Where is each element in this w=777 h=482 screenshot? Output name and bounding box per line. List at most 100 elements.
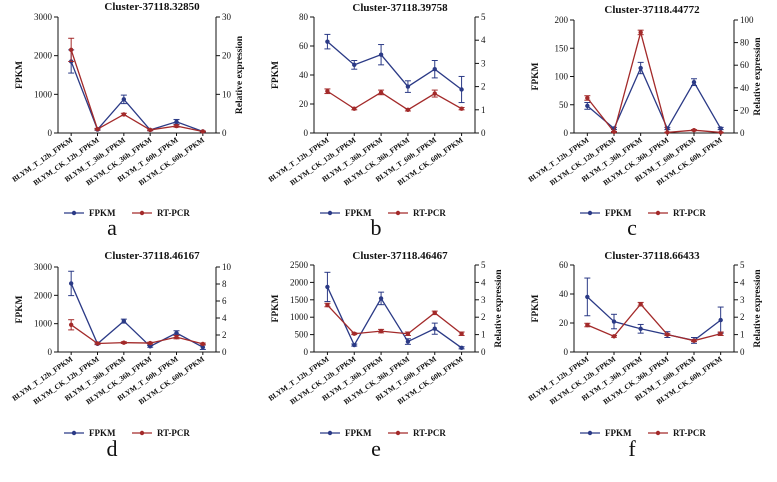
y2-tick-label: 4	[481, 35, 486, 45]
y-tick-label: 0	[304, 128, 309, 138]
y-tick-label: 60	[299, 41, 309, 51]
data-point	[147, 127, 153, 133]
legend-marker	[587, 430, 593, 436]
panel-letter: a	[107, 215, 117, 240]
legend-label: FPKM	[345, 428, 372, 438]
y-tick-label: 1000	[34, 319, 53, 329]
chart-panel-d: Cluster-37118.46167 0 1000 2000 3000 0 2 4 6 8 10 F…	[10, 250, 231, 461]
y2-tick-label: 2	[481, 82, 486, 92]
data-point	[638, 326, 643, 331]
y2-tick-label: 0	[222, 347, 227, 357]
series-line	[70, 61, 204, 133]
legend-label: RT-PCR	[673, 208, 706, 218]
data-point	[691, 79, 697, 85]
y-tick-label: 60	[559, 260, 569, 270]
data-point	[352, 106, 357, 111]
y-axis-label: FPKM	[15, 61, 25, 89]
series-line	[586, 296, 722, 342]
data-point	[174, 123, 179, 129]
chart-title: Cluster-37118.46167	[104, 250, 200, 262]
data-point	[665, 130, 670, 135]
y2-tick-label: 80	[740, 38, 750, 48]
data-point	[691, 127, 697, 133]
data-point	[147, 340, 153, 346]
series-rt-pcr	[68, 319, 206, 347]
legend-label: RT-PCR	[673, 428, 706, 438]
series-fpkm	[324, 33, 465, 104]
panel-letter: c	[627, 215, 637, 240]
data-point	[325, 284, 330, 290]
y2-tick-label: 100	[740, 15, 754, 25]
legend: FPKM RT-PCR	[320, 428, 446, 438]
data-point	[68, 322, 74, 327]
legend: FPKM RT-PCR	[580, 208, 706, 218]
data-point	[378, 52, 384, 57]
legend-label: FPKM	[89, 208, 116, 218]
y-tick-label: 3000	[34, 262, 53, 272]
y-tick-label: 0	[48, 347, 53, 357]
y-tick-label: 200	[555, 15, 569, 25]
y2-tick-label: 4	[222, 313, 227, 323]
data-point	[432, 91, 437, 96]
data-point	[459, 331, 464, 336]
data-point	[718, 317, 723, 323]
legend-marker	[139, 430, 145, 436]
series-line	[326, 286, 462, 349]
panel-letter: e	[371, 436, 381, 461]
y2-tick-label: 5	[481, 12, 486, 22]
series-fpkm	[584, 277, 724, 344]
y2-tick-label: 0	[481, 128, 486, 138]
y2-tick-label: 10	[222, 262, 232, 272]
data-point	[352, 342, 357, 348]
data-point	[95, 126, 100, 132]
y2-axis-label: Relative expression	[235, 35, 245, 114]
data-point	[200, 344, 206, 350]
series-line	[70, 283, 204, 348]
chart-title: Cluster-37118.44772	[604, 4, 700, 16]
y2-tick-label: 2	[481, 312, 486, 322]
data-point	[432, 326, 437, 331]
data-point	[95, 341, 100, 346]
data-point	[378, 90, 384, 95]
data-point	[68, 281, 74, 286]
data-point	[68, 47, 74, 53]
series-line	[70, 49, 203, 133]
series-rt-pcr	[584, 29, 724, 135]
y2-tick-label: 1	[740, 330, 745, 340]
y-tick-label: 150	[555, 43, 569, 53]
chart-panel-b: Cluster-37118.39758020406080012345FPKMBL…	[267, 2, 486, 240]
data-point	[718, 331, 723, 336]
legend-marker	[395, 210, 401, 216]
legend-label: FPKM	[605, 208, 632, 218]
y2-tick-label: 10	[222, 89, 232, 99]
series-rt-pcr	[324, 88, 465, 113]
y2-tick-label: 20	[740, 105, 750, 115]
data-point	[405, 331, 411, 336]
y-axis-label: FPKM	[271, 294, 281, 322]
data-point	[405, 84, 411, 89]
y2-tick-label: 4	[481, 277, 486, 287]
legend-label: RT-PCR	[413, 428, 446, 438]
y2-tick-label: 8	[222, 279, 227, 289]
chart-panel-a: Cluster-37118.32850 0 1000 2000 3000 0 10 20 30 F…	[10, 1, 245, 240]
y2-tick-label: 3	[481, 58, 486, 68]
data-point	[459, 345, 464, 351]
legend-marker	[327, 210, 333, 216]
series-rt-pcr	[324, 302, 465, 336]
data-point	[174, 330, 179, 336]
y2-tick-label: 5	[740, 260, 745, 270]
chart-panel-c: Cluster-37118.44772 0 50 100 150 200 0 20 40 60 80…	[526, 4, 763, 240]
series-line	[586, 29, 721, 134]
series-line	[327, 90, 462, 111]
data-point	[174, 334, 179, 340]
data-point	[174, 119, 179, 124]
y-tick-label: 80	[299, 12, 309, 22]
data-point	[200, 341, 206, 347]
data-point	[611, 129, 617, 135]
chart-title: Cluster-37118.46467	[352, 250, 448, 262]
data-point	[147, 344, 153, 349]
data-point	[638, 301, 643, 307]
series-line	[70, 324, 203, 345]
panel-letter: b	[371, 215, 382, 240]
series-line	[326, 304, 462, 335]
